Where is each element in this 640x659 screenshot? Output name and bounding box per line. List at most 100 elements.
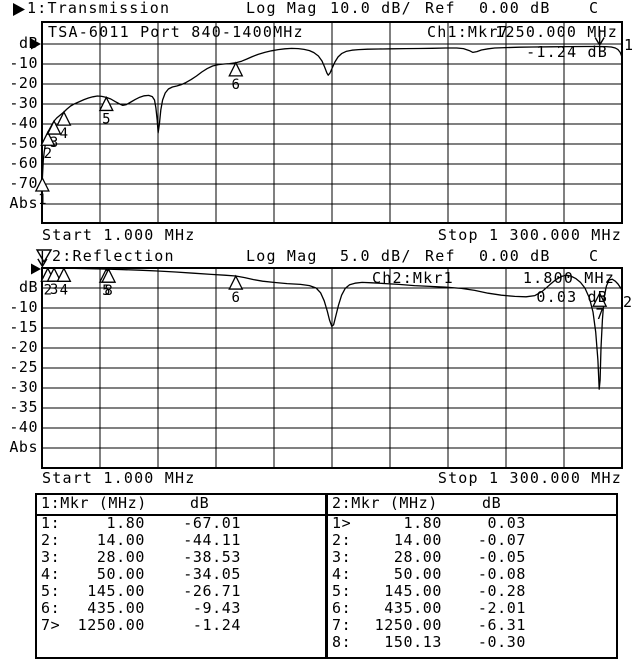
ch2-y-label: -35 [9,398,38,416]
marker-7-triangle-icon [592,291,608,307]
marker-value-db: -34.05 [183,565,241,583]
marker-row-id: 1> [332,514,352,532]
marker-7-arrowhead-icon [594,37,605,47]
ch2-ref-value: 0.00 dB [479,247,551,265]
ch1-format: Log Mag [246,0,318,17]
ch1-y-label: -20 [9,74,38,92]
ch2-y-label: -15 [9,318,38,336]
marker-2-number: 2 [44,146,52,162]
marker-row-id: 5: [332,582,352,600]
ch1-y-label: -40 [9,114,38,132]
marker-frequency-mhz: 1.80 [106,514,145,532]
marker-frequency-mhz: 150.13 [384,633,442,651]
ch2-start-freq: Start 1.000 MHz [42,469,196,487]
ch1-marker-table: 1:Mkr (MHz) dB 1: 1.80 -67.01 2: 14.00 -44.11… [35,493,327,659]
ch1-ref-level-marker-icon [31,38,41,50]
marker-value-db: -67.01 [183,514,241,532]
ch2-marker-table-title: 2:Mkr (MHz) [332,494,438,512]
marker-frequency-mhz: 1.80 [403,514,442,532]
marker-frequency-mhz: 50.00 [393,565,442,583]
marker-value-db: -38.53 [183,548,241,566]
ch1-active-arrow-icon [13,3,25,16]
marker-frequency-mhz: 435.00 [384,599,442,617]
marker-3-triangle-icon [46,119,62,135]
marker-4-number: 4 [60,126,68,142]
marker-5-number: 5 [102,283,110,299]
marker-frequency-mhz: 14.00 [393,531,442,549]
marker-value-db: -26.71 [183,582,241,600]
ch2-marker-readout-value: 0.03 dB [536,288,608,306]
ch2-y-label: -10 [9,298,38,316]
ch1-marker-readout-label: Ch1:Mkr7 [427,23,509,41]
marker-row-id: 7: [332,616,352,634]
ch1-channel-indicator: 1 [624,36,635,54]
ch1-stop-freq: Stop 1 300.000 MHz [437,226,622,244]
ch1-ref-label: Ref [425,0,456,17]
ch1-marker-table-header: 1:Mkr (MHz) dB [37,495,325,516]
ch1-marker-table-unit: dB [190,494,210,512]
marker-6-number: 6 [232,77,240,93]
marker-value-db: -0.07 [477,531,526,549]
marker-3-number: 3 [50,135,58,151]
marker-frequency-mhz: 14.00 [96,531,145,549]
ch2-cal-flag: C [589,247,600,265]
ch2-ref-level-marker-icon [31,263,41,275]
ch2-y-label: -30 [9,378,38,396]
marker-row-id: 6: [332,599,352,617]
marker-frequency-mhz: 145.00 [384,582,442,600]
ch1-y-label: dB [18,34,38,52]
ch1-y-label: -10 [9,54,38,72]
marker-row-id: 3: [332,548,352,566]
marker-row-id: 2: [41,531,61,549]
marker-2-triangle-icon [40,130,56,146]
ch2-channel-indicator: 2 [623,293,634,311]
ch1-marker-readout-freq: 1250.000 MHz [495,23,618,41]
marker-1-triangle-icon [34,176,50,192]
marker-row-id: 6: [41,599,61,617]
marker-row-id: 4: [332,565,352,583]
marker-row-id: 4: [41,565,61,583]
ch1-marker-readout-value: -1.24 dB [526,43,608,61]
ch2-ref-label: Ref [425,247,456,265]
ch1-scale: 10.0 dB/ [330,0,412,17]
marker-row-id: 5: [41,582,61,600]
ch2-y-label: -40 [9,418,38,436]
marker-1-arrowhead-icon [37,258,48,268]
marker-frequency-mhz: 28.00 [96,548,145,566]
ch1-ref-value: 0.00 dB [479,0,551,17]
marker-value-db: -2.01 [477,599,526,617]
marker-value-db: -1.24 [192,616,241,634]
ch2-y-label: Abs [9,438,38,456]
ch1-title: 1:Transmission [27,0,171,17]
marker-frequency-mhz: 1250.00 [77,616,145,634]
ch1-y-label: -70 [9,174,38,192]
marker-5-number: 5 [102,111,110,127]
ch2-marker-readout-freq: 1.800 MHz [522,269,615,287]
ch1-y-label: -30 [9,94,38,112]
ch2-y-label: -25 [9,358,38,376]
marker-value-db: -6.31 [477,616,526,634]
marker-frequency-mhz: 1250.00 [374,616,442,634]
marker-6-number: 6 [232,290,240,306]
ch2-marker-table-header: 2:Mkr (MHz) dB [328,495,616,516]
marker-value-db: -0.08 [477,565,526,583]
marker-1-number: 1 [38,192,46,208]
marker-row-id: 8: [332,633,352,651]
marker-row-id: 2: [332,531,352,549]
ch2-stop-freq: Stop 1 300.000 MHz [437,469,622,487]
ch2-scale: 5.0 dB/ [340,247,412,265]
marker-frequency-mhz: 50.00 [96,565,145,583]
marker-row-id: 3: [41,548,61,566]
ch1-cal-flag: C [589,0,600,17]
marker-6-triangle-icon [228,61,244,77]
marker-value-db: 0.03 [487,514,526,532]
ch1-y-label: -60 [9,154,38,172]
ch1-start-freq: Start 1.000 MHz [42,226,196,244]
marker-4-triangle-icon [56,266,72,282]
marker-value-db: -0.05 [477,548,526,566]
marker-5-triangle-icon [98,95,114,112]
marker-6-triangle-icon [228,274,244,290]
marker-8-triangle-icon [101,267,117,283]
